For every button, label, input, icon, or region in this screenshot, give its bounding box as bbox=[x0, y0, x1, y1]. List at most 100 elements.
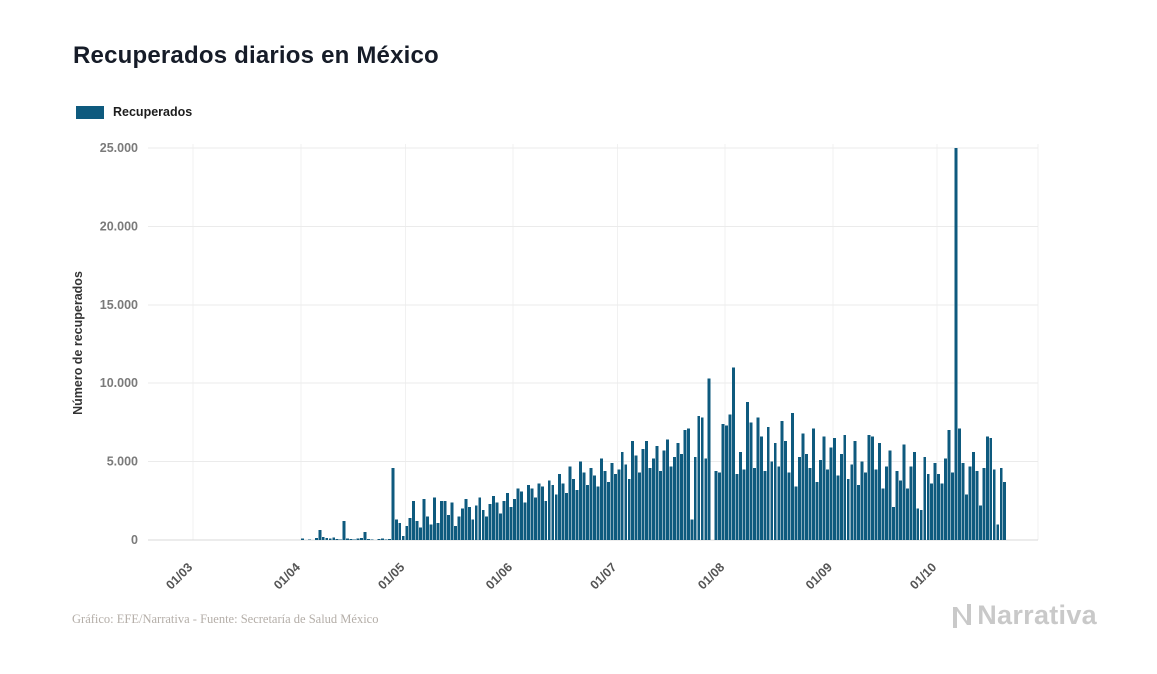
bar bbox=[742, 469, 746, 540]
bar bbox=[307, 539, 311, 540]
bar bbox=[582, 472, 586, 540]
bar bbox=[513, 499, 516, 540]
narrativa-n-icon bbox=[953, 603, 972, 628]
bar bbox=[516, 488, 520, 540]
source-credit: Gráfico: EFE/Narrativa - Fuente: Secreta… bbox=[72, 612, 379, 626]
bar bbox=[638, 472, 642, 540]
bar bbox=[492, 496, 496, 540]
bar bbox=[728, 414, 732, 540]
x-tick-label: 01/06 bbox=[483, 560, 515, 592]
bar bbox=[314, 538, 318, 540]
bar bbox=[509, 507, 513, 540]
bar bbox=[349, 539, 353, 540]
bar bbox=[405, 525, 409, 540]
bar bbox=[589, 467, 593, 540]
bar bbox=[770, 461, 774, 540]
bar bbox=[832, 438, 836, 540]
bar bbox=[558, 474, 562, 540]
bar bbox=[735, 474, 739, 540]
bar bbox=[641, 449, 645, 540]
bar bbox=[888, 450, 892, 540]
bar bbox=[846, 478, 850, 540]
bar bbox=[467, 507, 471, 540]
bar bbox=[940, 483, 944, 540]
bar bbox=[446, 514, 450, 540]
bar bbox=[982, 467, 986, 540]
bar bbox=[707, 378, 711, 540]
bar bbox=[586, 485, 589, 540]
bar bbox=[499, 513, 503, 540]
bar bbox=[686, 428, 690, 540]
bar bbox=[471, 519, 475, 540]
bar bbox=[818, 460, 822, 540]
bar bbox=[328, 538, 332, 540]
bar bbox=[339, 539, 343, 540]
bar bbox=[613, 474, 617, 540]
bar bbox=[971, 452, 975, 540]
x-tick-label: 01/04 bbox=[271, 560, 303, 592]
bar bbox=[930, 483, 934, 540]
bar bbox=[808, 467, 812, 540]
narrativa-logo: Narrativa bbox=[950, 600, 1097, 631]
bar bbox=[363, 532, 367, 540]
bar bbox=[377, 539, 381, 540]
bar bbox=[655, 445, 659, 540]
bar bbox=[759, 436, 763, 540]
bar bbox=[773, 442, 777, 540]
bar bbox=[843, 434, 847, 540]
bar bbox=[992, 469, 996, 540]
bar bbox=[815, 481, 819, 540]
bar bbox=[415, 521, 419, 540]
bar bbox=[450, 502, 454, 540]
x-tick-label: 01/10 bbox=[907, 560, 939, 592]
bar bbox=[721, 423, 725, 540]
chart-title: Recuperados diarios en México bbox=[73, 42, 439, 69]
bar bbox=[801, 433, 805, 540]
bar bbox=[526, 485, 530, 540]
bar bbox=[964, 494, 968, 540]
bar bbox=[752, 467, 756, 540]
bar bbox=[787, 472, 791, 540]
bar bbox=[895, 471, 899, 540]
bar bbox=[561, 483, 565, 540]
bar bbox=[596, 486, 600, 540]
x-tick-label: 01/03 bbox=[163, 560, 195, 592]
bar bbox=[325, 538, 329, 540]
bar bbox=[530, 488, 534, 540]
bar bbox=[533, 497, 537, 540]
bar bbox=[360, 538, 363, 540]
bar bbox=[453, 525, 457, 540]
bar bbox=[398, 522, 402, 540]
bar bbox=[714, 471, 718, 540]
bar bbox=[419, 527, 423, 540]
bar bbox=[627, 478, 631, 540]
x-tick-label: 01/07 bbox=[587, 560, 619, 592]
bar bbox=[954, 148, 958, 540]
bar bbox=[898, 480, 902, 540]
bar bbox=[648, 467, 652, 540]
bar bbox=[474, 505, 478, 540]
y-tick-label: 20.000 bbox=[100, 219, 138, 233]
bar bbox=[599, 458, 603, 540]
bar bbox=[791, 412, 795, 540]
bar bbox=[679, 453, 683, 540]
bar bbox=[933, 463, 937, 540]
bar bbox=[606, 481, 610, 540]
bar bbox=[905, 488, 909, 540]
bar bbox=[464, 499, 468, 540]
bar bbox=[829, 447, 833, 540]
bar bbox=[891, 507, 895, 540]
bar bbox=[763, 471, 767, 540]
bar bbox=[683, 430, 687, 540]
bar bbox=[784, 441, 788, 540]
bar bbox=[346, 538, 350, 540]
bar bbox=[999, 467, 1003, 540]
bar bbox=[860, 461, 864, 540]
bar bbox=[537, 483, 541, 540]
y-tick-label: 15.000 bbox=[100, 298, 138, 312]
bar bbox=[394, 519, 398, 540]
bar bbox=[506, 492, 510, 540]
bar bbox=[700, 417, 704, 540]
bar bbox=[780, 420, 784, 540]
